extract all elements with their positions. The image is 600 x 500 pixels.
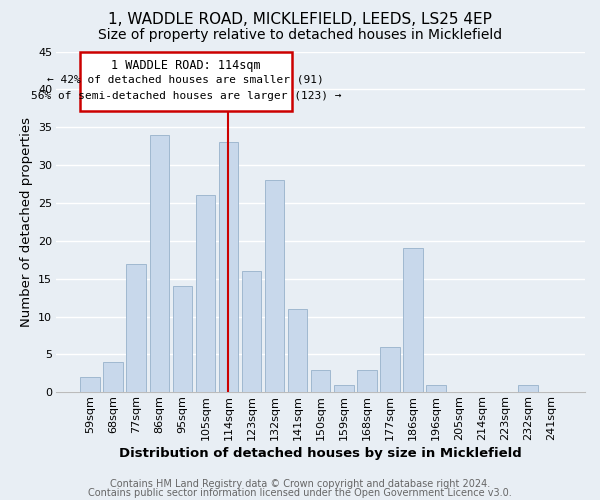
Text: Contains public sector information licensed under the Open Government Licence v3: Contains public sector information licen… bbox=[88, 488, 512, 498]
Text: 1 WADDLE ROAD: 114sqm: 1 WADDLE ROAD: 114sqm bbox=[111, 59, 260, 72]
Bar bbox=[288, 309, 307, 392]
Bar bbox=[103, 362, 123, 392]
Bar bbox=[265, 180, 284, 392]
Bar bbox=[403, 248, 422, 392]
X-axis label: Distribution of detached houses by size in Micklefield: Distribution of detached houses by size … bbox=[119, 447, 522, 460]
Text: 56% of semi-detached houses are larger (123) →: 56% of semi-detached houses are larger (… bbox=[31, 91, 341, 101]
FancyBboxPatch shape bbox=[80, 52, 292, 110]
Bar bbox=[380, 347, 400, 393]
Text: ← 42% of detached houses are smaller (91): ← 42% of detached houses are smaller (91… bbox=[47, 74, 324, 84]
Bar bbox=[242, 271, 262, 392]
Bar bbox=[196, 196, 215, 392]
Bar bbox=[127, 264, 146, 392]
Bar bbox=[173, 286, 192, 393]
Bar bbox=[218, 142, 238, 392]
Y-axis label: Number of detached properties: Number of detached properties bbox=[20, 117, 32, 327]
Text: Size of property relative to detached houses in Micklefield: Size of property relative to detached ho… bbox=[98, 28, 502, 42]
Bar bbox=[518, 384, 538, 392]
Text: 1, WADDLE ROAD, MICKLEFIELD, LEEDS, LS25 4EP: 1, WADDLE ROAD, MICKLEFIELD, LEEDS, LS25… bbox=[108, 12, 492, 28]
Bar bbox=[357, 370, 377, 392]
Bar bbox=[334, 384, 353, 392]
Bar bbox=[311, 370, 331, 392]
Bar bbox=[426, 384, 446, 392]
Bar bbox=[149, 135, 169, 392]
Bar bbox=[80, 377, 100, 392]
Text: Contains HM Land Registry data © Crown copyright and database right 2024.: Contains HM Land Registry data © Crown c… bbox=[110, 479, 490, 489]
